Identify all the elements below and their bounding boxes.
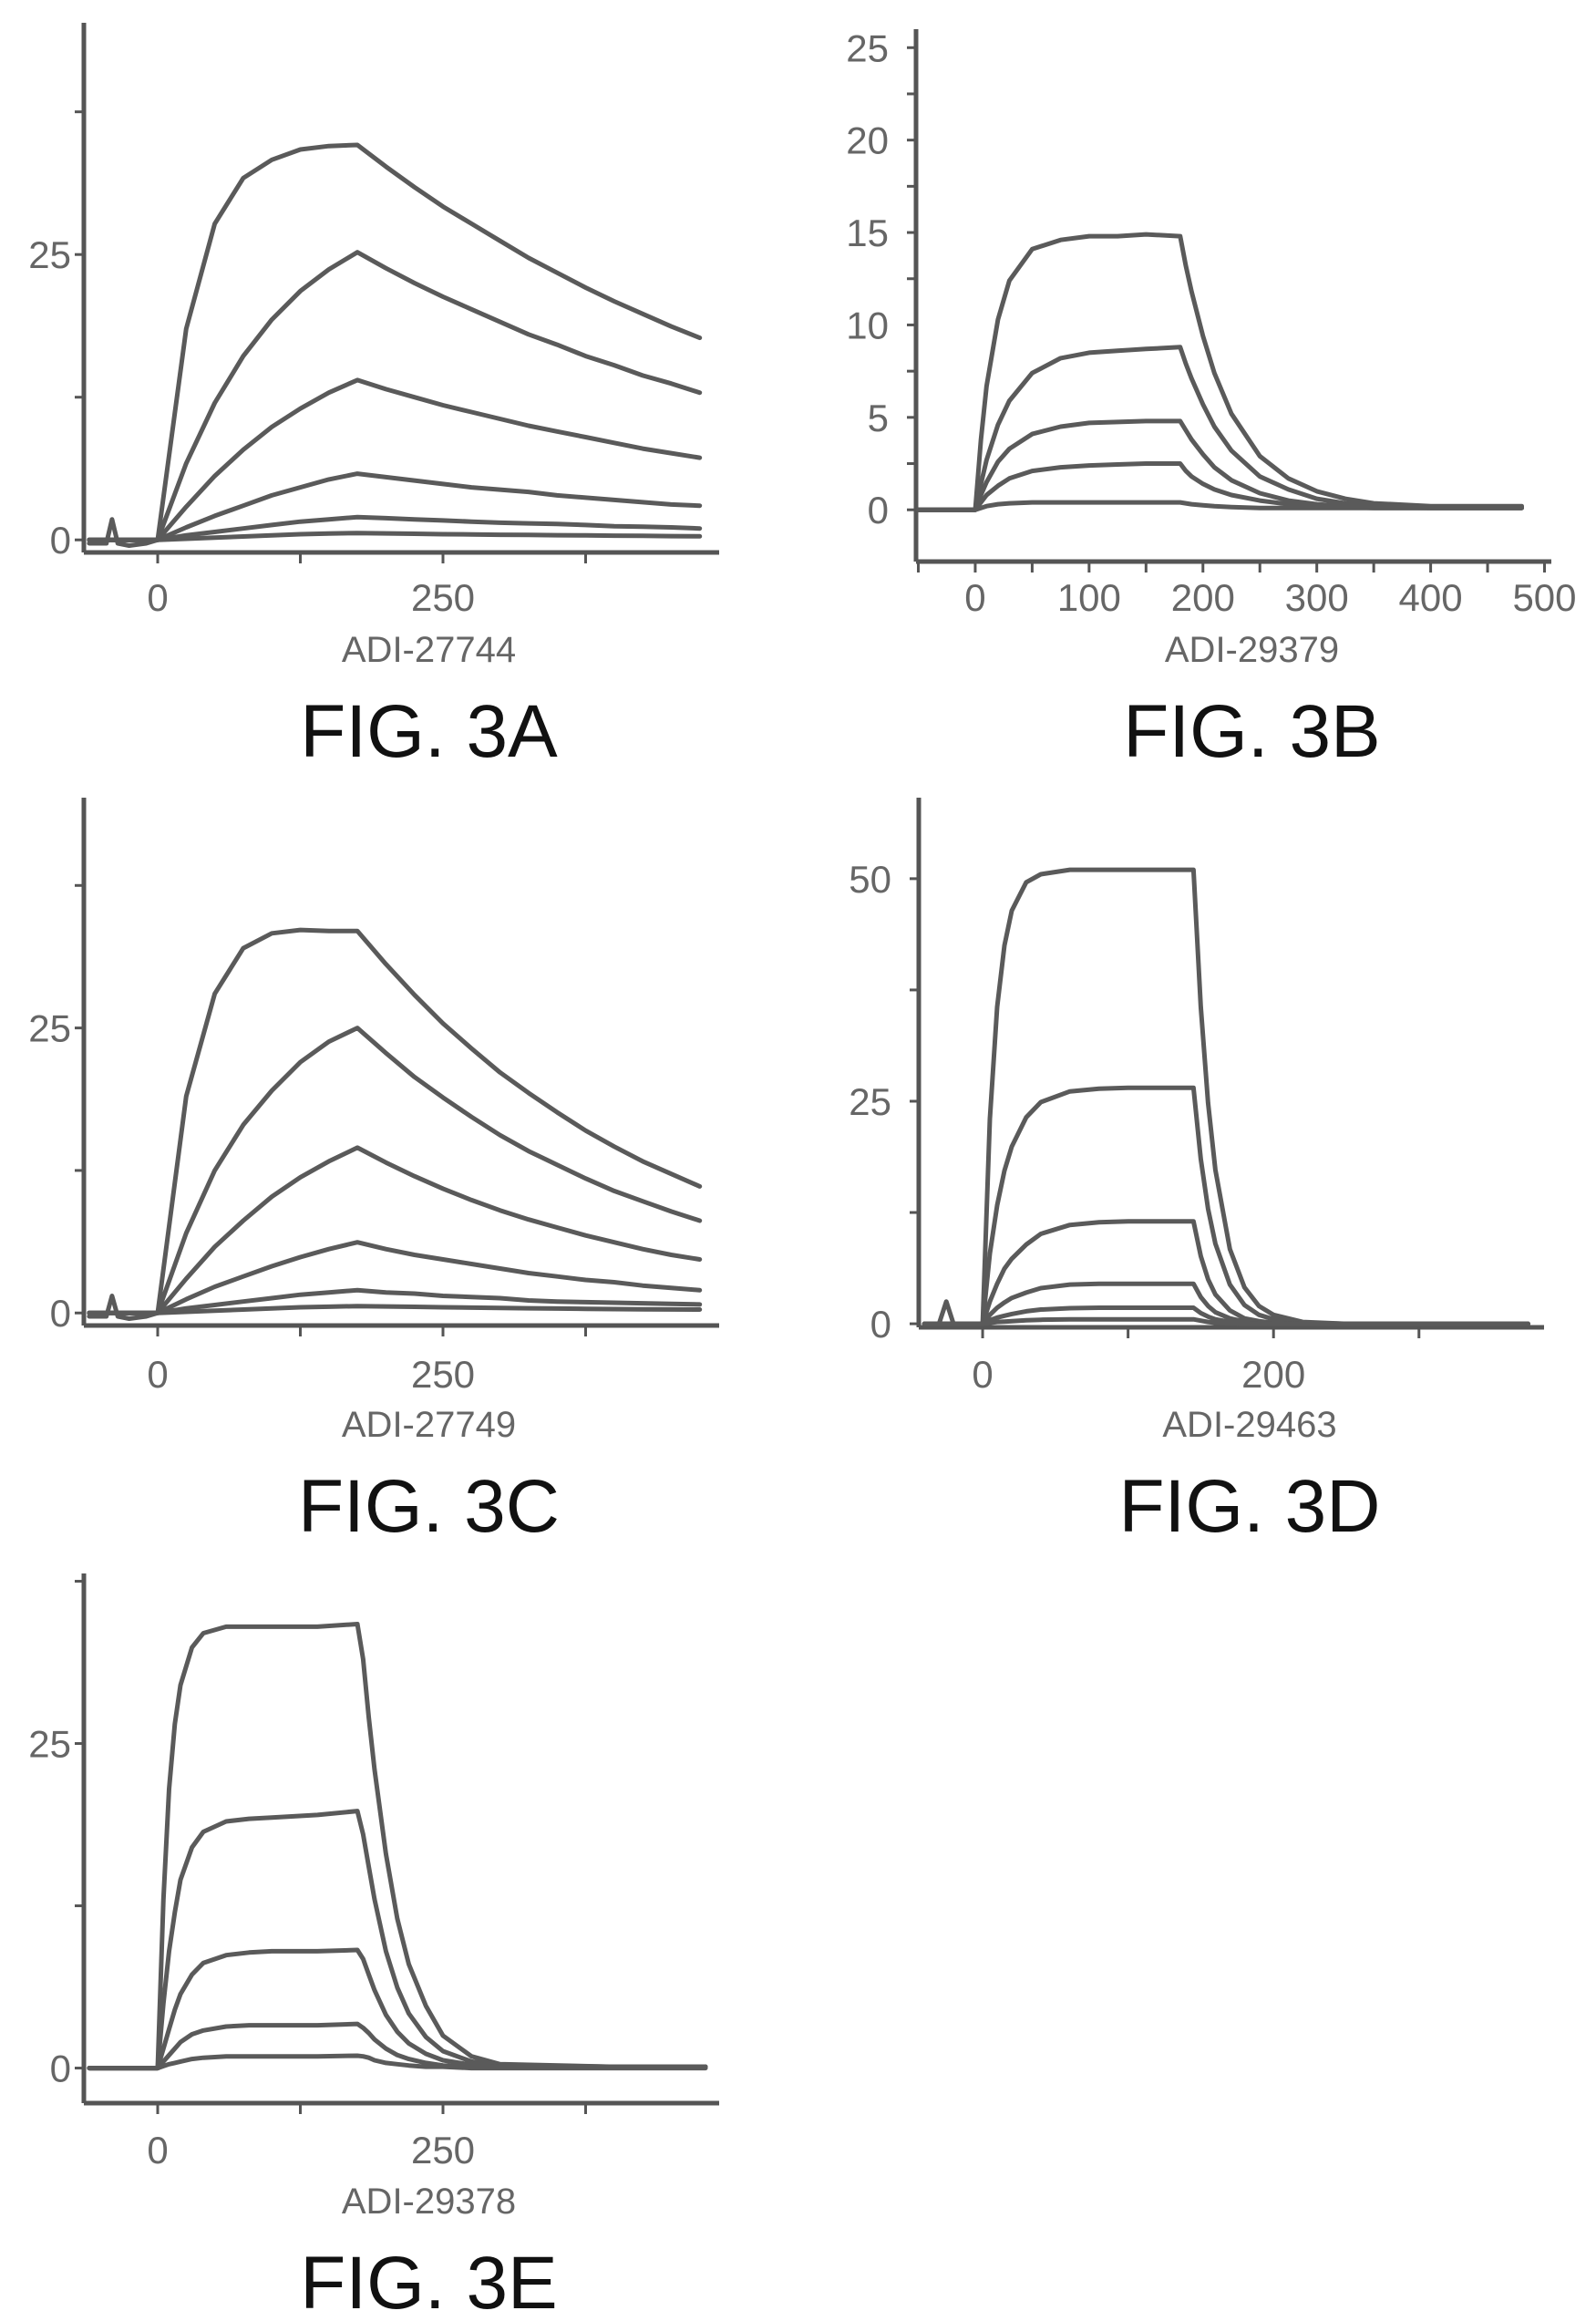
x-axis-label: ADI-29378 [342, 2182, 516, 2222]
y-tick-label: 0 [50, 519, 71, 562]
x-tick-label: 250 [411, 2129, 475, 2171]
sensorgram-curve-6 [87, 531, 703, 542]
sensorgram-curve-2 [87, 250, 703, 542]
sensorgram-curve-1 [916, 232, 1524, 512]
chart-panel-fig-3d: 0 25 50 0 200 ADI-29463 FIG. 3D [849, 798, 1544, 1548]
sensorgram-curve-6 [87, 1304, 703, 1315]
figure-caption: FIG. 3A [300, 690, 558, 773]
x-axis-label: ADI-29379 [1165, 630, 1339, 670]
sensorgram-curve-3 [87, 1145, 703, 1315]
sensorgram-curve-2 [87, 1809, 708, 2071]
x-tick-label: 0 [972, 1353, 993, 1396]
y-tick-label: 0 [50, 1292, 71, 1335]
x-tick-label: 100 [1057, 576, 1121, 619]
x-tick-label: 250 [411, 576, 475, 619]
y-tick-label: 0 [870, 1303, 891, 1346]
sensorgram-curve-1 [87, 927, 703, 1321]
y-tick-label: 0 [50, 2048, 71, 2090]
figure-caption: FIG. 3E [300, 2242, 558, 2321]
x-tick-label: 400 [1399, 576, 1463, 619]
sensorgram-curve-2 [922, 1085, 1530, 1326]
x-tick-label: 300 [1285, 576, 1349, 619]
sensorgram-curve-2 [87, 1026, 703, 1315]
y-tick-label: 10 [846, 304, 889, 346]
figure-caption: FIG. 3C [298, 1465, 560, 1548]
sensorgram-curve-2 [916, 345, 1524, 512]
x-axis-label: ADI-27749 [342, 1405, 516, 1445]
x-axis-label: ADI-29463 [1162, 1405, 1336, 1445]
y-tick-label: 25 [28, 1723, 71, 1766]
y-tick-label: 5 [868, 397, 889, 439]
x-tick-label: 200 [1241, 1353, 1305, 1396]
y-tick-label: 50 [849, 858, 891, 901]
sensorgram-curve-5 [916, 500, 1524, 512]
sensorgram-curve-5 [87, 2053, 708, 2071]
x-tick-label: 0 [147, 1353, 168, 1396]
x-tick-label: 0 [147, 2129, 168, 2171]
y-tick-label: 25 [849, 1080, 891, 1123]
x-tick-label: 500 [1512, 576, 1576, 619]
x-tick-label: 250 [411, 1353, 475, 1396]
y-tick-label: 20 [846, 119, 889, 162]
chart-panel-fig-3b: 0 5 10 15 20 25 0 100 200 300 400 500 ADI-29379 FIG. … [846, 26, 1576, 773]
sensorgram-curve-3 [87, 377, 703, 542]
x-tick-label: 200 [1171, 576, 1235, 619]
y-tick-label: 25 [846, 26, 889, 69]
sensorgram-curve-1 [87, 1622, 708, 2071]
x-axis-label: ADI-27744 [342, 630, 516, 670]
x-tick-label: 0 [964, 576, 985, 619]
sensorgram-curve-3 [87, 1947, 708, 2071]
y-tick-label: 15 [846, 211, 889, 254]
sensorgram-curve-6 [922, 1316, 1530, 1326]
figure-caption: FIG. 3B [1123, 690, 1381, 773]
y-tick-label: 25 [28, 1007, 71, 1050]
figure-caption: FIG. 3D [1118, 1465, 1380, 1548]
sensorgram-curve-1 [87, 142, 703, 548]
y-tick-label: 25 [28, 233, 71, 276]
y-tick-label: 0 [868, 489, 889, 531]
x-tick-label: 0 [147, 576, 168, 619]
sensorgram-curve-1 [922, 867, 1530, 1326]
